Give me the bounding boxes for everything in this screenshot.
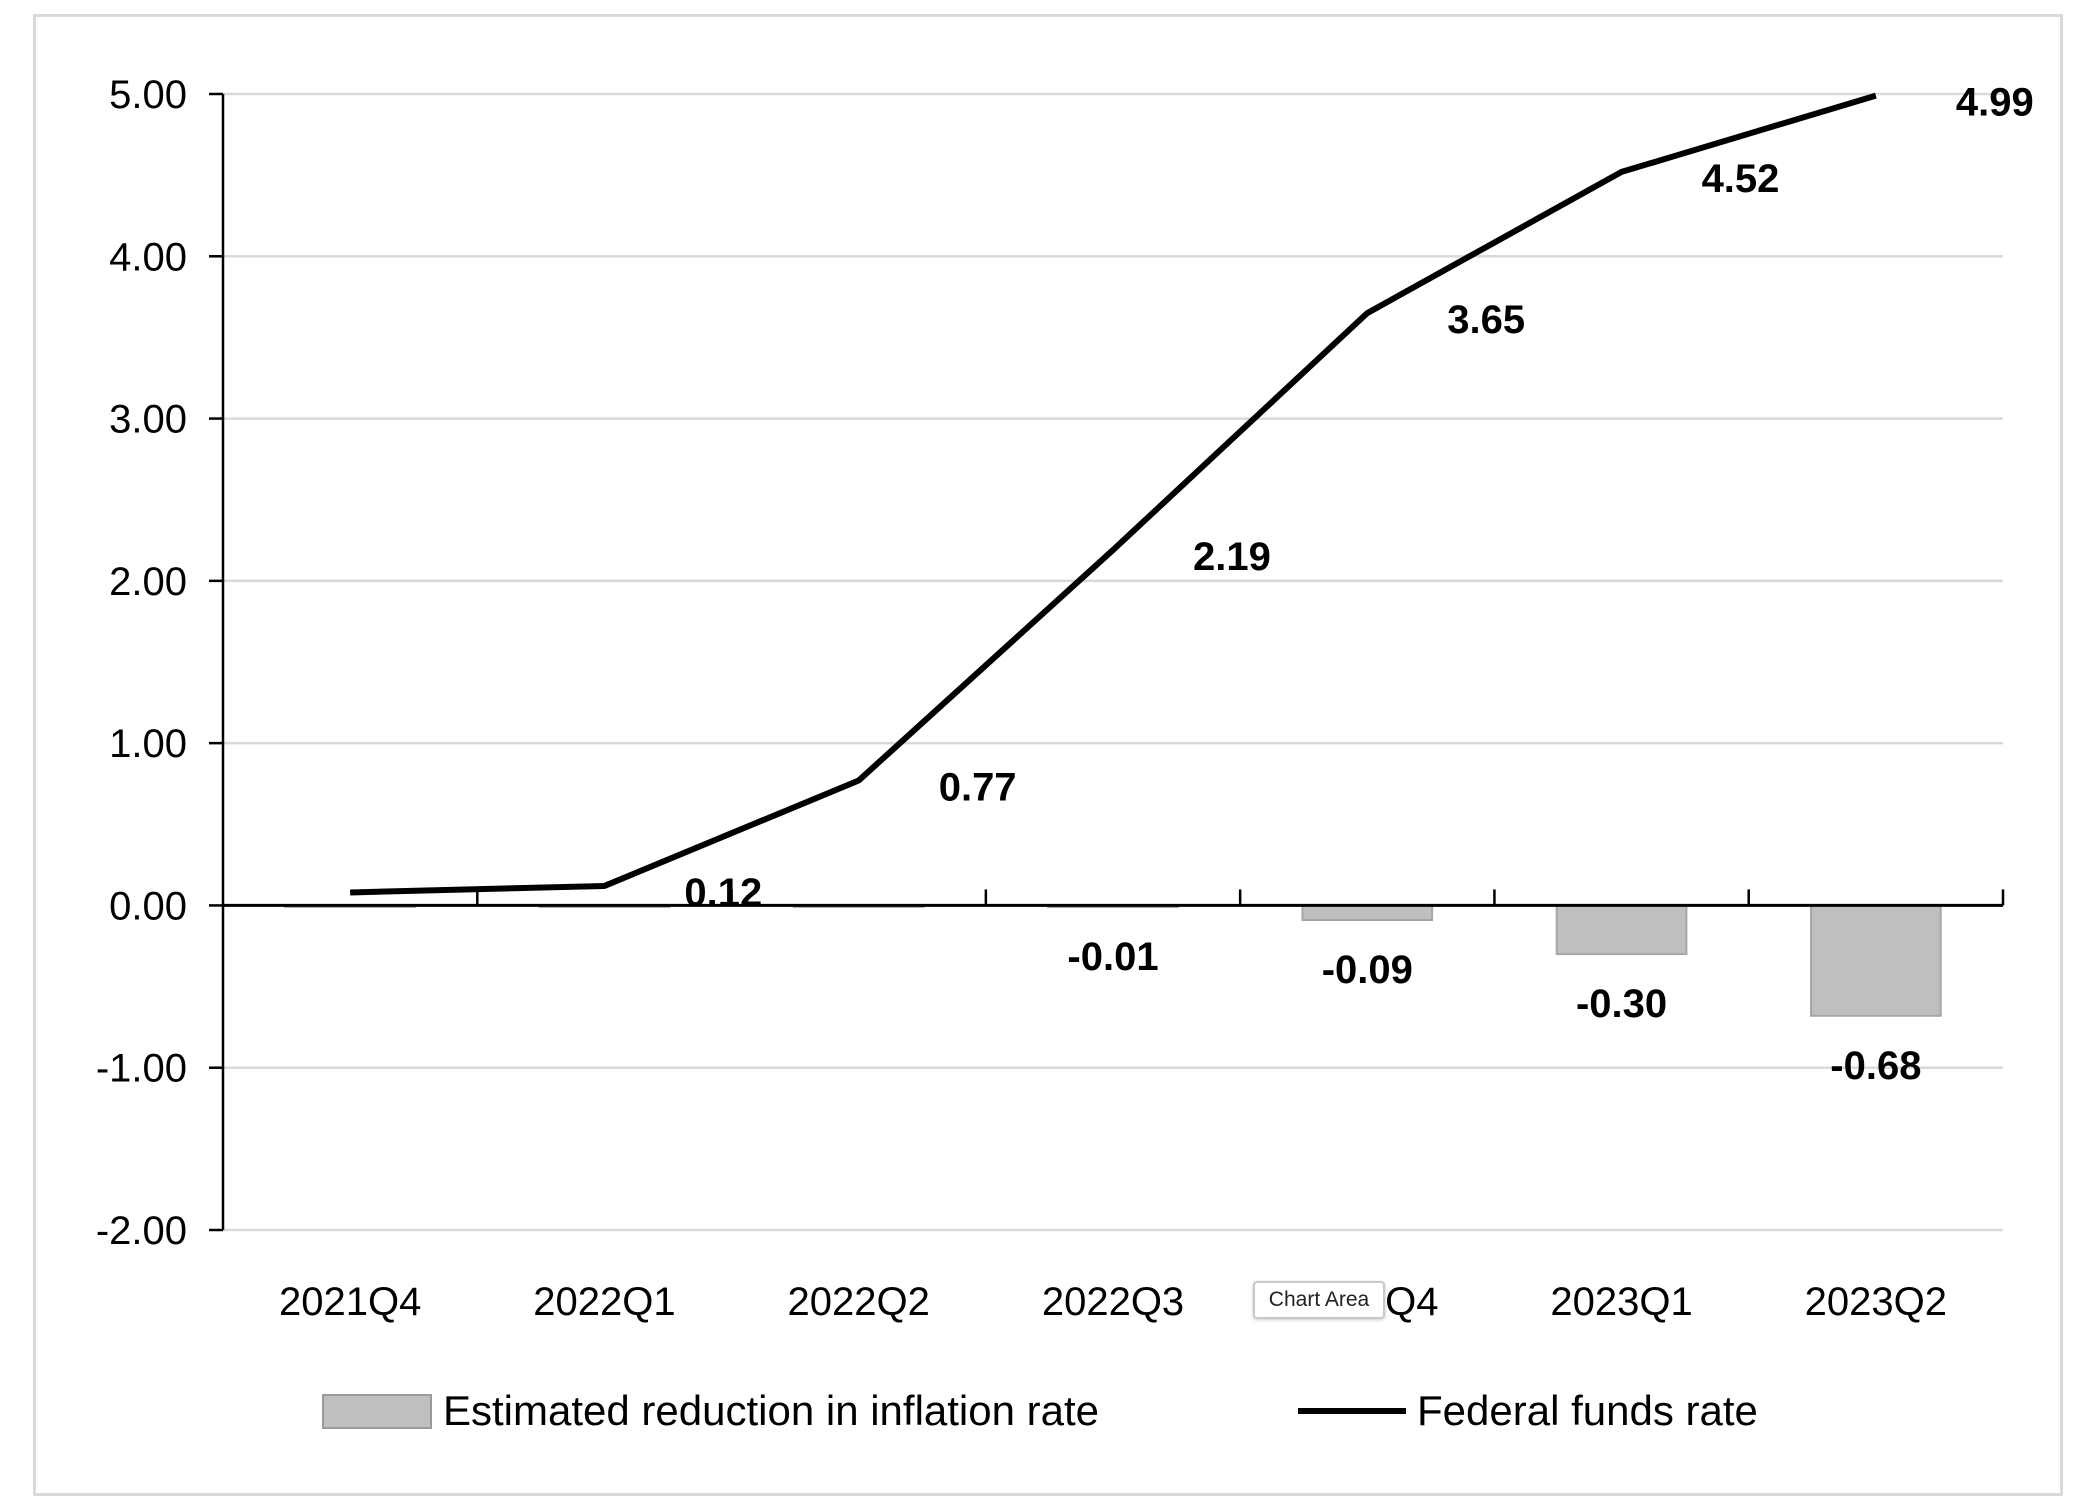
chart-area[interactable] [33,14,2063,1496]
y-tick-label: 4.00 [109,235,187,279]
data-labels: 0.12 0.77 2.19 3.65 4.52 4.99 -0.01 -0.09 -0.30 -… [684,81,2033,1088]
bar-2023Q2 [1810,904,1942,1017]
y-tick-label: -2.00 [96,1209,187,1253]
y-tick-label: 2.00 [109,560,187,604]
bar-data-label: -0.01 [1067,935,1158,979]
y-tick-label: 1.00 [109,722,187,766]
y-tick-label: 3.00 [109,398,187,442]
y-tick-label: -1.00 [96,1047,187,1091]
line-data-label: 0.12 [684,871,762,915]
axes: 5.00 4.00 3.00 2.00 1.00 0.00 -1.00 -2.00 2021Q4… [96,73,2005,1324]
legend-label-line: Federal funds rate [1417,1387,1758,1434]
bar-data-label: -0.68 [1830,1044,1921,1088]
chart-area-tooltip: Chart Area [1253,1281,1385,1319]
line-data-label: 4.52 [1702,157,1780,201]
legend: Estimated reduction in inflation rate Fe… [322,1387,1758,1434]
line-data-label: 3.65 [1447,298,1525,342]
x-tick-label: 2022Q1 [533,1280,675,1324]
y-tick-label: 0.00 [109,884,187,928]
line-data-label: 4.99 [1956,81,2034,125]
x-tick-label: 2023Q2 [1805,1280,1947,1324]
x-tick-label: 2023Q1 [1550,1280,1692,1324]
y-tick-label: 5.00 [109,73,187,117]
legend-label-bar: Estimated reduction in inflation rate [443,1387,1099,1434]
line-data-label: 2.19 [1193,535,1271,579]
bar-2023Q1 [1555,904,1688,956]
x-tick-label: 2022Q2 [788,1280,930,1324]
x-tick-label: 2021Q4 [279,1280,421,1324]
line-data-label: 0.77 [939,765,1017,809]
line-federal-funds-rate [350,92,1877,896]
bar-data-label: -0.30 [1576,982,1667,1026]
line-series [350,92,1877,896]
legend-swatch-bar [322,1394,432,1429]
gridlines [223,92,2003,1232]
bar-data-label: -0.09 [1322,948,1413,992]
bar-2022Q4 [1301,904,1434,922]
x-tick-label: 2022Q3 [1042,1280,1184,1324]
